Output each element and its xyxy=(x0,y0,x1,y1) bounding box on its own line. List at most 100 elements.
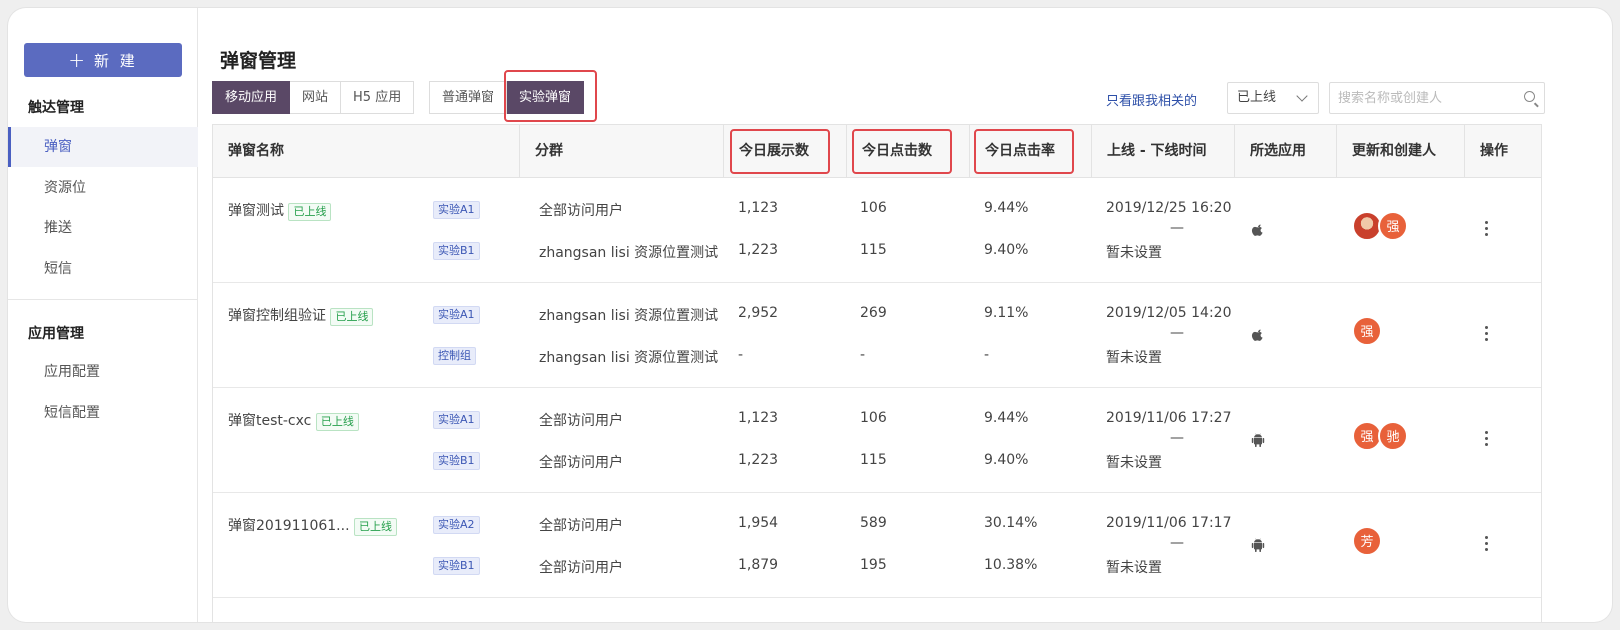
popup-name: 弹窗test-cxc 已上线 xyxy=(228,410,359,431)
time-separator: — xyxy=(1170,430,1184,446)
android-icon xyxy=(1251,433,1265,447)
segment-cell: 全部访问用户 xyxy=(539,455,623,471)
sidebar-item-sms[interactable]: 短信 xyxy=(44,261,72,277)
col-name: 弹窗名称 xyxy=(228,143,284,159)
ctr-cell: 9.40% xyxy=(984,242,1029,258)
col-app: 所选应用 xyxy=(1234,125,1336,178)
search-icon[interactable] xyxy=(1524,91,1535,102)
sidebar-item-app-config[interactable]: 应用配置 xyxy=(44,364,100,380)
table-row[interactable]: 弹窗控制组验证 已上线 实验A1 控制组 zhangsan lisi 资源位置测… xyxy=(213,283,1541,388)
search-box xyxy=(1329,82,1545,114)
more-actions-icon[interactable] xyxy=(1485,326,1489,342)
sidebar: + 新 建 触达管理 弹窗 资源位 推送 短信 应用管理 应用配置 短信配置 xyxy=(8,8,198,622)
avatar: 芳 xyxy=(1352,526,1382,556)
sidebar-item-sms-config[interactable]: 短信配置 xyxy=(44,405,100,421)
ctr-cell: 10.38% xyxy=(984,557,1038,573)
status-badge: 已上线 xyxy=(315,413,359,431)
type-tabs: 普通弹窗 实验弹窗 xyxy=(429,81,585,114)
ctr-cell: 9.44% xyxy=(984,410,1029,426)
avatar xyxy=(1352,211,1382,241)
start-time: 2019/11/06 17:27 xyxy=(1106,410,1232,426)
popup-name: 弹窗201911061... 已上线 xyxy=(228,515,397,536)
col-impressions[interactable]: 今日展示数 xyxy=(723,125,846,178)
apple-icon xyxy=(1251,329,1263,341)
ctr-cell: 30.14% xyxy=(984,515,1038,531)
col-segment: 分群 xyxy=(519,125,723,178)
android-icon xyxy=(1251,538,1265,552)
status-badge: 已上线 xyxy=(330,308,374,326)
impressions-cell: 1,223 xyxy=(738,452,779,468)
start-time: 2019/11/06 17:17 xyxy=(1106,515,1232,531)
segment-cell: 全部访问用户 xyxy=(539,203,623,219)
end-time: 暂未设置 xyxy=(1106,350,1162,366)
related-to-me-link[interactable]: 只看跟我相关的 xyxy=(1106,94,1198,109)
sidebar-item-push[interactable]: 推送 xyxy=(44,220,72,236)
impressions-cell: 1,954 xyxy=(738,515,779,531)
start-time: 2019/12/05 14:20 xyxy=(1106,305,1232,321)
start-time: 2019/12/25 16:20 xyxy=(1106,200,1232,216)
clicks-cell: 115 xyxy=(860,242,887,258)
segment-cell: 全部访问用户 xyxy=(539,560,623,576)
avatar: 强 xyxy=(1352,421,1382,451)
clicks-cell: 195 xyxy=(860,557,887,573)
impressions-cell: 1,123 xyxy=(738,410,779,426)
status-select[interactable]: 已上线 xyxy=(1227,82,1319,114)
end-time: 暂未设置 xyxy=(1106,455,1162,471)
chevron-down-icon xyxy=(1296,90,1308,102)
avatar: 强 xyxy=(1352,316,1382,346)
col-ctr[interactable]: 今日点击率 xyxy=(969,125,1091,178)
clicks-cell: 589 xyxy=(860,515,887,531)
search-input[interactable] xyxy=(1330,83,1510,113)
time-separator: — xyxy=(1170,325,1184,341)
table-row[interactable]: 弹窗测试 已上线 实验A1 实验B1 全部访问用户 zhangsan lisi … xyxy=(213,178,1541,283)
ctr-cell: 9.44% xyxy=(984,200,1029,216)
nav-group-app: 应用管理 xyxy=(28,326,84,342)
new-button[interactable]: + 新 建 xyxy=(24,43,182,77)
app-window: + 新 建 触达管理 弹窗 资源位 推送 短信 应用管理 应用配置 短信配置 弹… xyxy=(8,8,1612,622)
nav-group-reach: 触达管理 xyxy=(28,100,84,116)
segment-cell: zhangsan lisi 资源位置测试 xyxy=(539,308,719,324)
avatar: 驰 xyxy=(1378,421,1408,451)
impressions-cell: 1,123 xyxy=(738,200,779,216)
table-row[interactable]: 弹窗test-cxc 已上线 实验A1 实验B1 全部访问用户 全部访问用户 1… xyxy=(213,388,1541,493)
ctr-cell: - xyxy=(984,347,990,363)
tab-mobile-app[interactable]: 移动应用 xyxy=(212,81,291,114)
platform-tabs: 移动应用 网站 H5 应用 xyxy=(212,81,415,114)
sidebar-item-resource[interactable]: 资源位 xyxy=(44,180,86,196)
end-time: 暂未设置 xyxy=(1106,560,1162,576)
end-time: 暂未设置 xyxy=(1106,245,1162,261)
popup-name: 弹窗控制组验证 已上线 xyxy=(228,305,374,326)
tab-normal-popup[interactable]: 普通弹窗 xyxy=(429,81,508,114)
col-time: 上线 - 下线时间 xyxy=(1091,125,1234,178)
popup-name: 弹窗测试 已上线 xyxy=(228,200,332,221)
tab-h5-app[interactable]: H5 应用 xyxy=(341,81,415,114)
table-row[interactable]: 弹窗201911061... 已上线 实验A2 实验B1 全部访问用户 全部访问… xyxy=(213,493,1541,598)
impressions-cell: 1,223 xyxy=(738,242,779,258)
popup-table: 弹窗名称 分群 今日展示数 今日点击数 今日点击率 上线 - 下线时间 所选应用… xyxy=(212,124,1542,622)
tab-experiment-popup[interactable]: 实验弹窗 xyxy=(507,81,585,114)
group-badge: 实验A1 xyxy=(433,411,480,429)
impressions-cell: 2,952 xyxy=(738,305,779,321)
sidebar-item-popup[interactable]: 弹窗 xyxy=(8,127,198,167)
status-select-value: 已上线 xyxy=(1237,90,1277,105)
status-badge: 已上线 xyxy=(353,518,397,536)
segment-cell: 全部访问用户 xyxy=(539,413,623,429)
impressions-cell: - xyxy=(738,347,744,363)
apple-icon xyxy=(1251,224,1263,236)
table-header: 弹窗名称 分群 今日展示数 今日点击数 今日点击率 上线 - 下线时间 所选应用… xyxy=(213,125,1541,178)
tab-website[interactable]: 网站 xyxy=(290,81,342,114)
segment-cell: zhangsan lisi 资源位置测试 xyxy=(539,245,719,261)
nav-divider xyxy=(8,299,198,300)
segment-cell: zhangsan lisi 资源位置测试 xyxy=(539,350,719,366)
clicks-cell: 115 xyxy=(860,452,887,468)
time-separator: — xyxy=(1170,535,1184,551)
col-clicks[interactable]: 今日点击数 xyxy=(846,125,969,178)
more-actions-icon[interactable] xyxy=(1485,221,1489,237)
more-actions-icon[interactable] xyxy=(1485,431,1489,447)
new-button-label: 新 建 xyxy=(93,51,138,70)
group-badge: 实验B1 xyxy=(433,557,480,575)
more-actions-icon[interactable] xyxy=(1485,536,1489,552)
ctr-cell: 9.11% xyxy=(984,305,1029,321)
avatar: 强 xyxy=(1378,211,1408,241)
group-badge: 实验B1 xyxy=(433,242,480,260)
